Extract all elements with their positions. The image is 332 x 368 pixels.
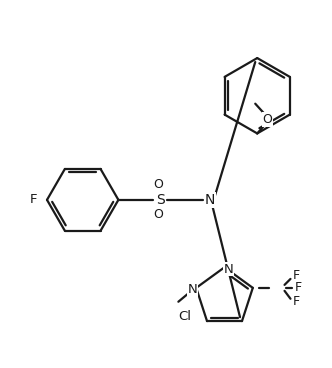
- Text: F: F: [295, 282, 302, 294]
- Text: F: F: [30, 193, 37, 206]
- Text: O: O: [153, 178, 163, 191]
- Text: O: O: [153, 208, 163, 221]
- Text: N: N: [223, 263, 233, 276]
- Text: O: O: [262, 113, 272, 126]
- Text: F: F: [293, 269, 300, 283]
- Text: Cl: Cl: [178, 309, 191, 323]
- Text: N: N: [187, 283, 197, 296]
- Text: N: N: [205, 193, 215, 207]
- Text: S: S: [156, 193, 164, 207]
- Text: F: F: [293, 295, 300, 308]
